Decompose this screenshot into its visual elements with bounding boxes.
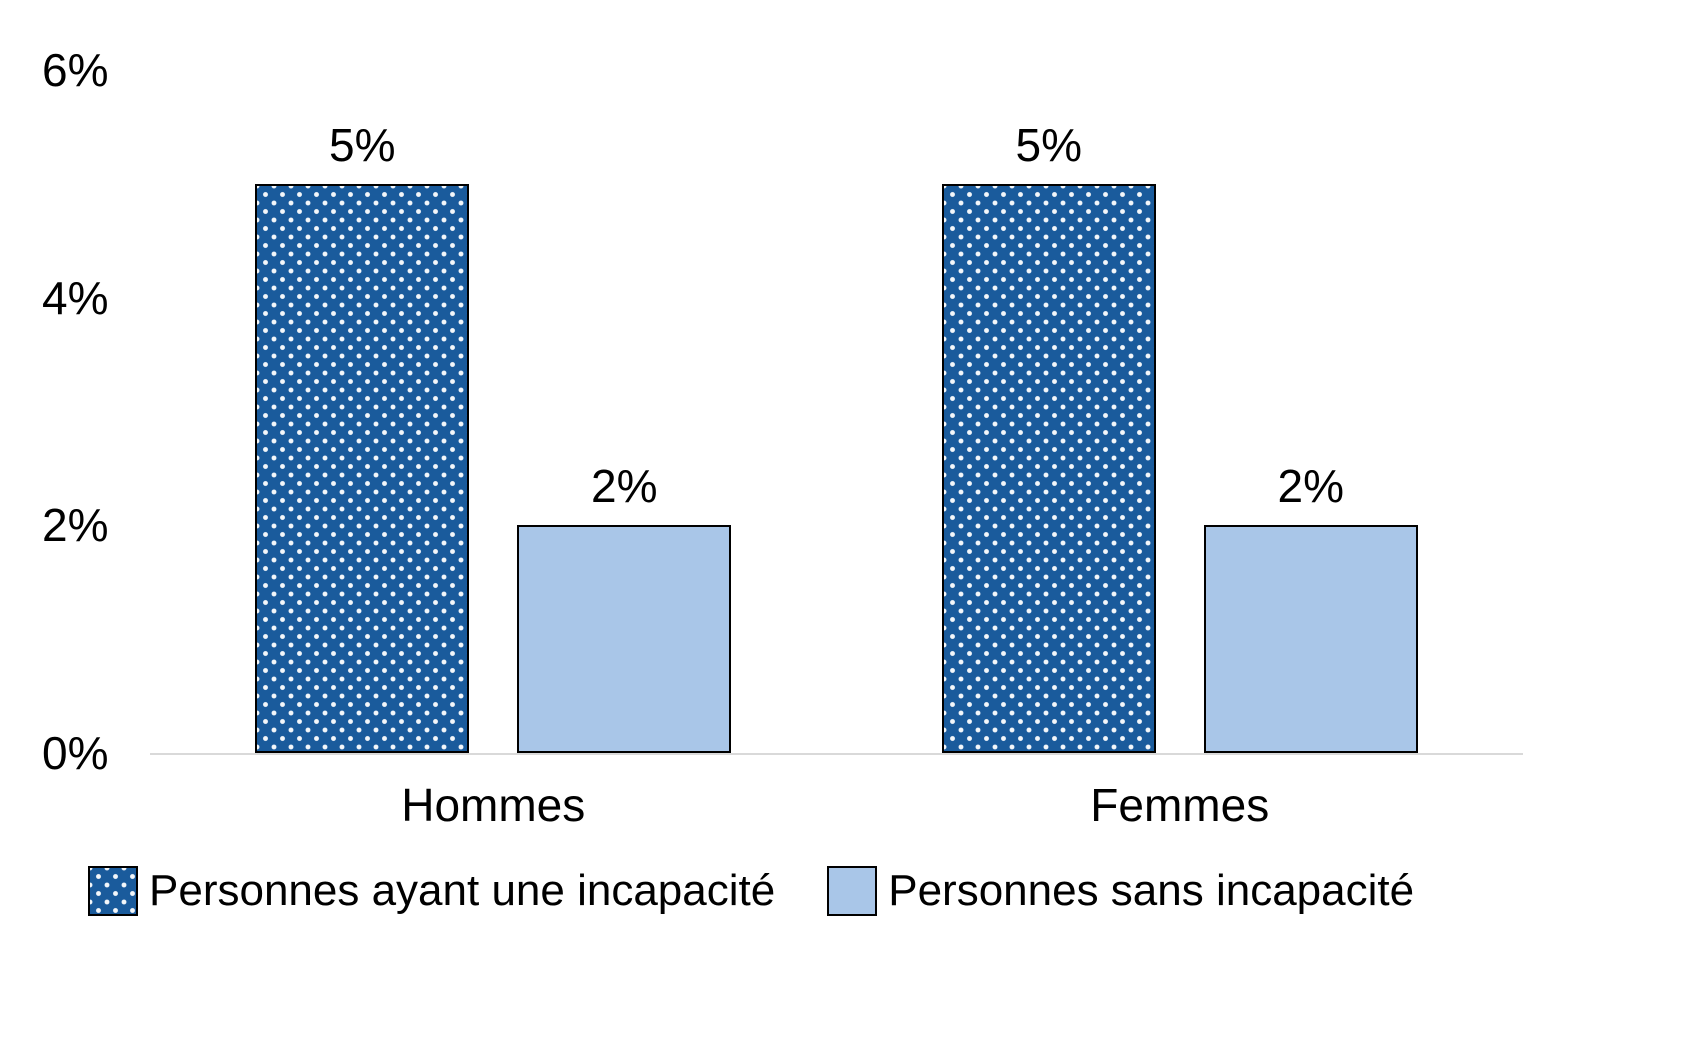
plot-area: 5% 2% 5% 2% [150, 70, 1523, 755]
legend-label: Personnes sans incapacité [888, 865, 1415, 915]
x-axis-line [150, 753, 1523, 755]
bar-hommes-avec-incapacite: 5% [255, 122, 470, 753]
y-tick-0: 0% [42, 727, 109, 779]
legend-swatch-avec-incapacite [88, 866, 138, 916]
bar-value-label: 2% [591, 460, 658, 513]
bar-femmes-avec-incapacite: 5% [941, 122, 1156, 753]
legend-item-avec-incapacite: Personnes ayant une incapacité [88, 866, 775, 916]
legend-label: Personnes ayant une incapacité [149, 865, 776, 915]
bar-femmes-sans-incapacite: 2% [1203, 463, 1418, 753]
group-femmes: 5% 2% [837, 70, 1524, 753]
x-label-hommes: Hommes [401, 779, 586, 831]
y-tick-4: 4% [42, 271, 109, 324]
y-axis: 0% 2% 4% 6% [42, 47, 142, 776]
bar-hommes-sans-incapacite: 2% [517, 463, 732, 753]
bar-value-label: 2% [1277, 460, 1344, 513]
bar-groups: 5% 2% 5% 2% [150, 70, 1523, 753]
x-axis-labels: Hommes Femmes [150, 782, 1523, 828]
bar-value-label: 5% [329, 118, 396, 171]
y-tick-2: 2% [42, 499, 109, 552]
x-label-femmes: Femmes [1090, 779, 1270, 831]
legend-swatch-sans-incapacite [827, 866, 878, 916]
legend: Personnes ayant une incapacité Personnes… [88, 866, 1414, 916]
group-hommes: 5% 2% [150, 70, 837, 753]
legend-item-sans-incapacite: Personnes sans incapacité [827, 866, 1414, 916]
y-tick-6: 6% [42, 44, 109, 96]
bar-value-label: 5% [1015, 118, 1082, 171]
